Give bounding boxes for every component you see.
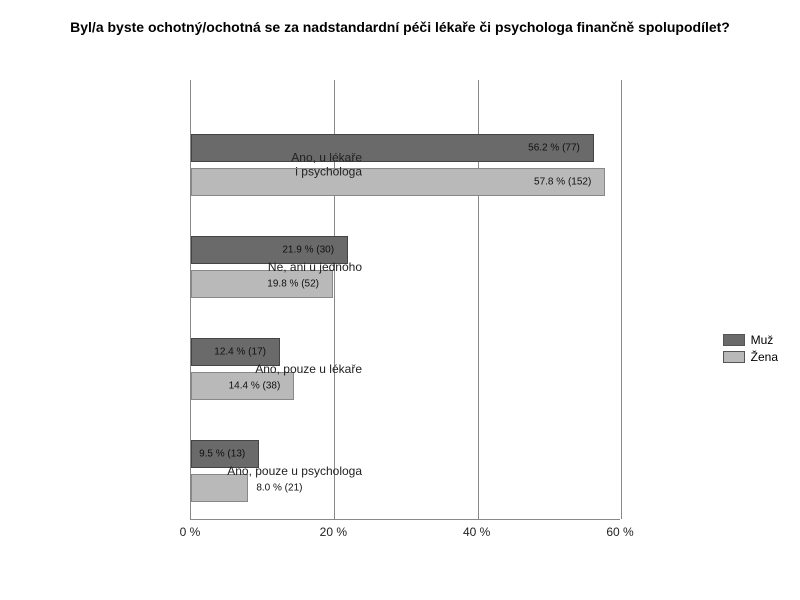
category-label: Ano, u lékařei psychologa [222, 151, 362, 180]
bar-label: 56.2 % (77) [526, 143, 582, 154]
legend-item-zena: Žena [723, 350, 778, 364]
bar-label: 19.8 % (52) [265, 279, 321, 290]
legend-swatch-muz [723, 334, 745, 346]
plot-area: 56.2 % (77) 57.8 % (152) 21.9 % (30) 19.8 %… [190, 80, 620, 520]
bar-label: 14.4 % (38) [227, 381, 283, 392]
legend-item-muz: Muž [723, 333, 778, 347]
legend-label-muz: Muž [751, 333, 774, 347]
category-label: Ano, pouze u psychologa [222, 464, 362, 478]
category-label: Ne, ani u jednoho [222, 260, 362, 274]
legend-swatch-zena [723, 351, 745, 363]
legend: Muž Žena [723, 330, 778, 367]
gridline [621, 80, 622, 519]
bar-label: 57.8 % (152) [532, 177, 593, 188]
chart-area: 56.2 % (77) 57.8 % (152) 21.9 % (30) 19.8 %… [0, 70, 800, 570]
x-tick-label: 60 % [606, 525, 633, 539]
x-tick-label: 20 % [320, 525, 347, 539]
chart-title: Byl/a byste ochotný/ochotná se za nadsta… [0, 0, 800, 37]
bar-label: 9.5 % (13) [197, 449, 247, 460]
legend-label-zena: Žena [751, 350, 778, 364]
category-label: Ano, pouze u lékaře [222, 362, 362, 376]
x-tick-label: 0 % [180, 525, 201, 539]
bar-label: 12.4 % (17) [212, 347, 268, 358]
bar-label: 8.0 % (21) [254, 483, 304, 494]
x-tick-label: 40 % [463, 525, 490, 539]
bar-label: 21.9 % (30) [280, 245, 336, 256]
